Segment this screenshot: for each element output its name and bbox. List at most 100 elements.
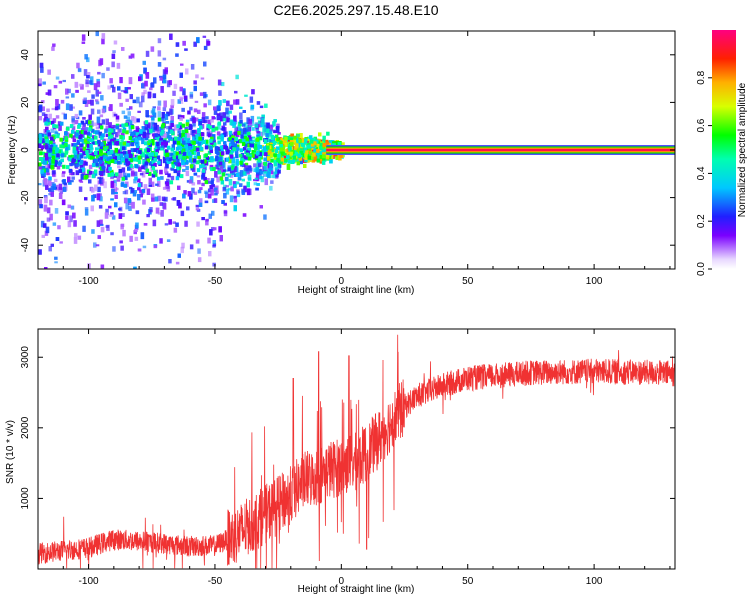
- spectrogram-cell: [74, 113, 79, 119]
- spectrogram-cell: [133, 266, 137, 269]
- spectrogram-cell: [69, 124, 74, 129]
- spectrogram-cell: [41, 151, 45, 155]
- spectrogram-cell: [157, 106, 161, 111]
- spectrogram-cell: [133, 171, 138, 177]
- spectrogram-cell: [94, 151, 98, 155]
- spectrogram-cell: [173, 83, 178, 90]
- spectrogram-cell: [114, 202, 118, 208]
- spectrogram-cell: [178, 145, 183, 150]
- spectrogram-cell: [108, 205, 112, 209]
- spectrogram-cell: [208, 251, 212, 257]
- y-tick-label: -40: [20, 238, 31, 253]
- spectrogram-cell: [89, 150, 93, 153]
- spectrogram-cell: [284, 158, 288, 162]
- spectrogram-cell: [121, 135, 125, 140]
- spectrogram-cell: [61, 144, 65, 149]
- spectrogram-cell: [48, 179, 52, 187]
- spectrogram-cell: [130, 170, 135, 177]
- spectrogram-cell: [276, 157, 280, 162]
- spectrogram-cell: [148, 161, 152, 166]
- spectrogram-cell: [169, 108, 173, 116]
- spectrogram-cell: [193, 108, 198, 113]
- spectrogram-cell: [133, 148, 137, 153]
- spectrogram-cell: [171, 144, 175, 150]
- spectrogram-cell: [177, 114, 182, 120]
- spectrogram-cell: [250, 115, 255, 122]
- spectrogram-cell: [96, 81, 101, 88]
- spectrogram-cell: [170, 104, 174, 109]
- spectrogram-cell: [201, 170, 206, 178]
- spectrogram-cell: [296, 148, 301, 153]
- snr-frame: [37, 328, 676, 570]
- spectrogram-cell: [319, 155, 324, 159]
- carrier-band-core: [326, 149, 675, 151]
- spectrogram-cell: [125, 202, 129, 210]
- spectrogram-cell: [150, 163, 155, 168]
- spectrogram-cell: [117, 155, 121, 160]
- spectrogram-cell: [263, 157, 267, 162]
- spectrogram-cell: [46, 108, 50, 113]
- spectrogram-cell: [261, 152, 265, 156]
- spectrogram-cell: [193, 85, 197, 92]
- spectrogram-cell: [247, 156, 252, 161]
- spectrogram-cell: [214, 192, 218, 196]
- spectrogram-cell: [133, 178, 137, 184]
- spectrogram-cell: [242, 213, 247, 217]
- spectrogram-cell: [297, 153, 301, 158]
- spectrogram-cell: [263, 173, 267, 177]
- spectrogram-cell: [181, 107, 185, 112]
- spectrogram-cell: [232, 125, 236, 128]
- spectrogram-cell: [69, 133, 73, 138]
- spectrogram-cell: [40, 172, 45, 177]
- spectrogram-cell: [283, 151, 287, 156]
- spectrogram-cell: [160, 124, 165, 129]
- spectrogram-cell: [216, 105, 221, 112]
- snr-y-ticks: 1000 2000 3000: [20, 346, 675, 510]
- spectrogram-cell: [132, 192, 137, 197]
- spectrogram-cell: [61, 172, 65, 178]
- spectrogram-cell: [65, 126, 70, 131]
- spectrogram-cell: [318, 132, 322, 137]
- spectrogram-cell: [177, 136, 181, 141]
- spectrogram-cell: [306, 158, 310, 163]
- spectrogram-cell: [111, 128, 116, 135]
- spectrogram-cell: [165, 121, 170, 124]
- spectrogram-cell: [267, 171, 271, 179]
- spectrogram-cell: [111, 215, 116, 220]
- spectrogram-cell: [277, 153, 281, 158]
- spectrogram-cell: [266, 122, 270, 129]
- spectrogram-cell: [44, 153, 48, 157]
- spectrogram-cell: [44, 267, 48, 269]
- spectrogram-cell: [91, 141, 96, 145]
- spectrogram-cell: [105, 134, 110, 137]
- spectrogram-cell: [124, 87, 129, 94]
- spectrogram-cell: [217, 122, 221, 130]
- spectrogram-cell: [144, 161, 148, 166]
- spectrogram-cell: [310, 142, 315, 147]
- spectrogram-cell: [263, 171, 268, 174]
- spectrogram-cell: [146, 124, 151, 128]
- spectrogram-cell: [124, 175, 128, 181]
- spectrogram-cell: [122, 151, 127, 155]
- spectrogram-cell: [153, 162, 157, 167]
- spectrogram-cell: [189, 106, 193, 111]
- spectrogram-cell: [117, 153, 122, 156]
- spectrogram-cell: [138, 155, 142, 160]
- spectrogram-cell: [212, 240, 216, 245]
- spectrogram-cell: [150, 152, 154, 157]
- spectrogram-cell: [258, 144, 263, 149]
- spectrogram-cell: [201, 168, 206, 173]
- snr-x-ticks: -100 -50 0 50 100: [37, 329, 671, 587]
- spectrogram-cell: [216, 161, 220, 166]
- spectrogram-cell: [263, 165, 267, 171]
- spectrogram-cell: [47, 120, 51, 125]
- spectrogram-cell: [99, 151, 103, 156]
- spectrogram-cell: [63, 113, 67, 120]
- spectrogram-cell: [214, 187, 218, 193]
- spectrogram-cell: [87, 99, 91, 105]
- spectrogram-cell: [168, 219, 172, 225]
- spectrogram-cell: [191, 187, 195, 194]
- spectrogram-cell: [136, 148, 140, 154]
- spectrogram-cell: [166, 178, 170, 182]
- spectrogram-cell: [269, 170, 274, 175]
